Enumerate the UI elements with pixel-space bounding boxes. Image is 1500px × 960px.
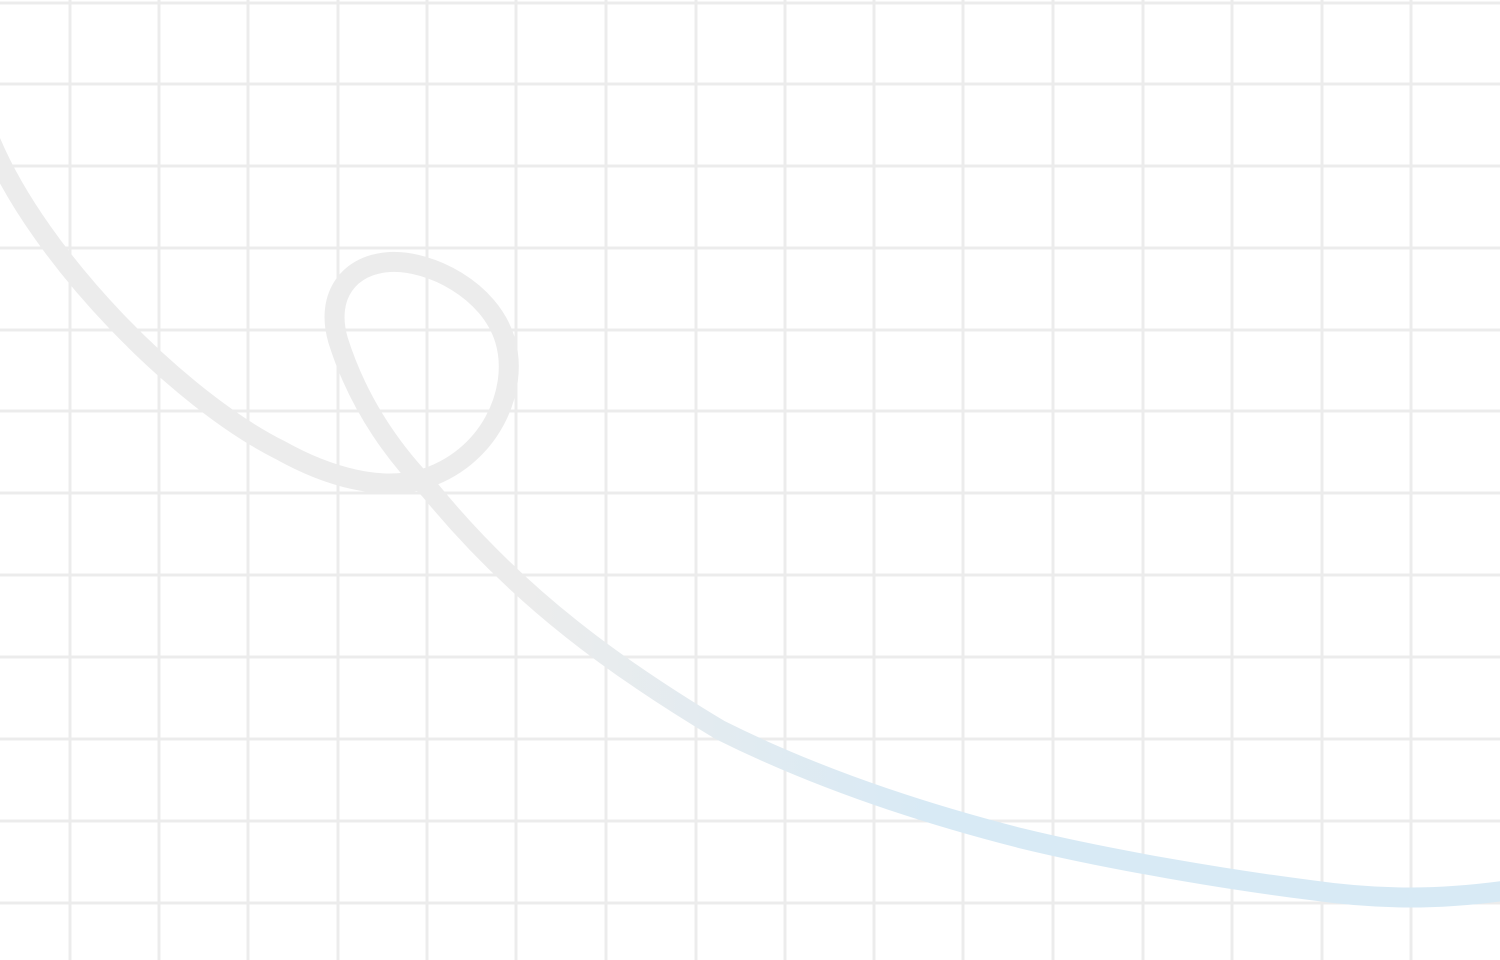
decorative-curve-path bbox=[0, 137, 1500, 908]
